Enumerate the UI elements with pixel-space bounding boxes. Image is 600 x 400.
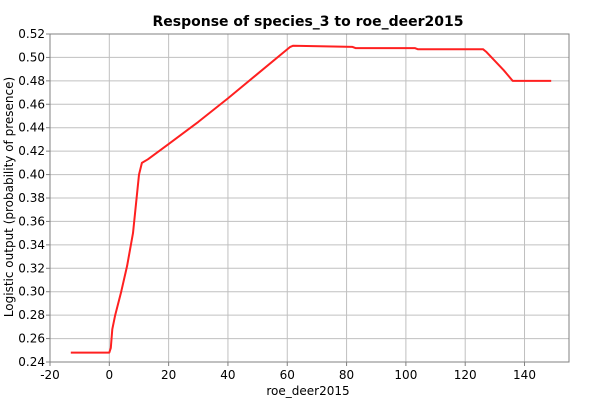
y-axis-label: Logistic output (probability of presence… xyxy=(2,77,16,317)
y-tick-label: 0.40 xyxy=(18,168,45,182)
x-tick-label: 100 xyxy=(394,368,417,382)
x-tick-label: 140 xyxy=(513,368,536,382)
x-axis-label: roe_deer2015 xyxy=(266,384,349,398)
series-line xyxy=(70,44,552,354)
x-tick-label: 20 xyxy=(161,368,176,382)
y-tick-label: 0.30 xyxy=(18,285,45,299)
y-tick-label: 0.26 xyxy=(18,332,45,346)
y-tick-label: 0.44 xyxy=(18,121,45,135)
y-tick-label: 0.24 xyxy=(18,355,45,369)
y-tick-label: 0.28 xyxy=(18,308,45,322)
y-tick-label: 0.36 xyxy=(18,214,45,228)
plot-frame xyxy=(49,33,570,363)
x-tick-label: -20 xyxy=(40,368,60,382)
y-tick-label: 0.32 xyxy=(18,261,45,275)
y-tick-label: 0.52 xyxy=(18,27,45,41)
x-tick-label: 40 xyxy=(220,368,235,382)
chart-title: Response of species_3 to roe_deer2015 xyxy=(153,14,464,30)
y-tick-label: 0.42 xyxy=(18,144,45,158)
x-tick-labels: -20 0 20 40 60 80 100 120 140 xyxy=(40,368,536,382)
x-tick-label: 60 xyxy=(280,368,295,382)
axis-ticks xyxy=(46,33,526,366)
x-tick-label: 120 xyxy=(454,368,477,382)
grid-lines xyxy=(49,33,569,363)
y-tick-label: 0.48 xyxy=(18,74,45,88)
y-tick-label: 0.34 xyxy=(18,238,45,252)
y-tick-label: 0.46 xyxy=(18,97,45,111)
x-tick-label: 0 xyxy=(105,368,113,382)
y-tick-labels: 0.24 0.26 0.28 0.30 0.32 0.34 0.36 0.38 0.40 0.42… xyxy=(18,27,45,369)
y-tick-label: 0.38 xyxy=(18,191,45,205)
series-layer xyxy=(70,44,552,354)
y-tick-label: 0.50 xyxy=(18,50,45,64)
x-tick-label: 80 xyxy=(339,368,354,382)
